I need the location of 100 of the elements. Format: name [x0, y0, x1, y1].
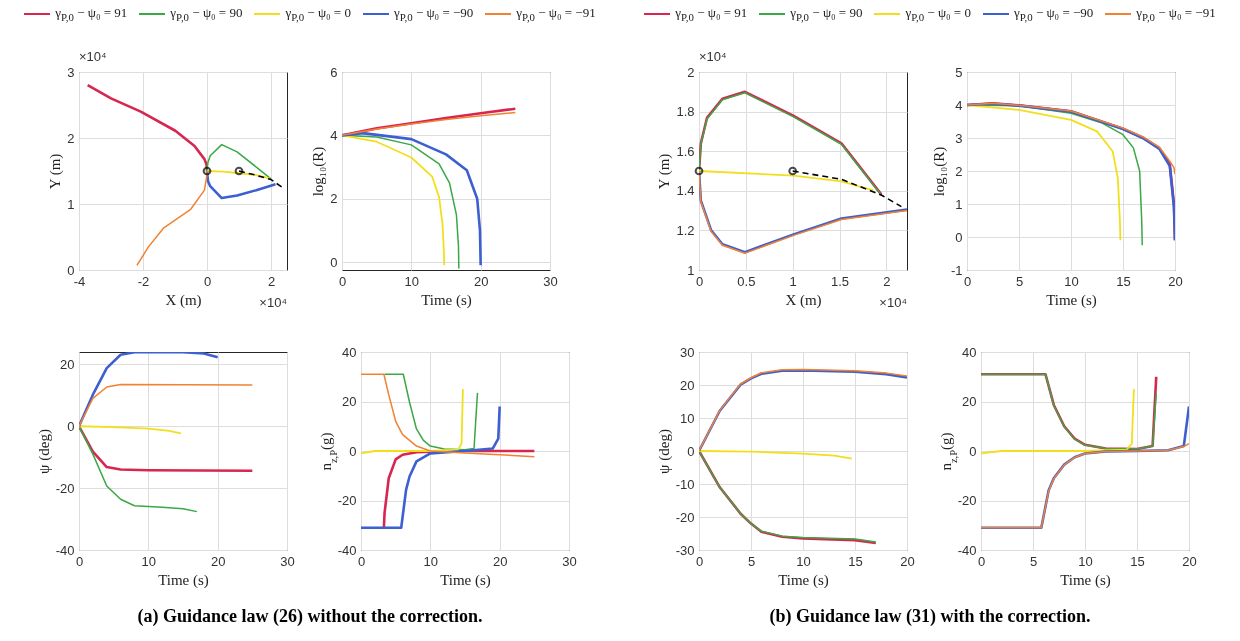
y-tick-label: 2 — [955, 163, 963, 179]
x-tick-label: 30 — [280, 553, 295, 569]
y-tick-label: -20 — [957, 493, 977, 508]
legend-label: γ$_{P,0}$ − ψ₀ = 0 — [285, 5, 351, 23]
text: (a) Guidance law (26) without the correction. — [136, 606, 484, 627]
text: ×10⁴ — [699, 49, 727, 64]
y-tick-label: 0 — [349, 443, 357, 459]
y-tick-label: 40 — [962, 344, 977, 360]
legend-label: γ$_{P,0}$ − ψ₀ = −90 — [1013, 5, 1094, 23]
text: ×10⁴ — [259, 295, 287, 310]
text: ×10⁴ — [879, 295, 907, 310]
legend-label: γ$_{P,0}$ − ψ₀ = 90 — [790, 5, 863, 23]
y-tick-label: 20 — [342, 394, 357, 409]
y-tick-label: -1 — [950, 262, 963, 278]
x-tick-label: 30 — [543, 273, 558, 289]
y-tick-label: 0 — [67, 262, 75, 278]
x-tick-label: 20 — [473, 273, 489, 289]
y-tick-label: 1.4 — [676, 183, 695, 199]
y-tick-label: 10 — [680, 410, 695, 426]
x-axis-title: X (m) — [165, 291, 202, 309]
legend-label: γ$_{P,0}$ − ψ₀ = 91 — [675, 5, 748, 23]
legend-label: γ$_{P,0}$ − ψ₀ = 91 — [55, 5, 128, 23]
x-axis-title: X (m) — [785, 291, 822, 309]
y-tick-label: -20 — [337, 493, 357, 508]
x-axis-title: Time (s) — [1046, 291, 1097, 309]
x-tick-label: 2 — [267, 273, 276, 289]
legend-label: γ$_{P,0}$ − ψ₀ = 0 — [905, 5, 971, 23]
y-tick-label: 2 — [330, 191, 338, 207]
y-tick-label: 3 — [955, 130, 963, 146]
x-tick-label: 1 — [789, 273, 797, 289]
y-tick-label: -20 — [55, 480, 75, 496]
y-tick-label: 4 — [330, 127, 338, 143]
text: (b) Guidance law (31) with the correction. — [768, 606, 1092, 627]
x-tick-label: 30 — [562, 553, 577, 569]
y-axis-title: Y (m) — [656, 153, 674, 190]
x-tick-label: 20 — [1182, 553, 1197, 569]
x-tick-label: 20 — [1168, 273, 1183, 289]
y-axis-title: Y (m) — [47, 153, 65, 190]
y-tick-label: 20 — [680, 377, 695, 393]
x-axis-title: Time (s) — [158, 571, 209, 589]
y-tick-label: -10 — [675, 476, 695, 492]
y-tick-label: 30 — [680, 344, 695, 360]
x-tick-label: 15 — [1116, 273, 1131, 289]
y-tick-label: 3 — [67, 64, 75, 80]
x-tick-label: 1.5 — [831, 273, 850, 289]
x-tick-label: 0 — [203, 273, 212, 289]
x-tick-label: 10 — [404, 273, 420, 289]
x-tick-label: -2 — [137, 273, 150, 289]
y-tick-label: 4 — [955, 97, 963, 113]
y-tick-label: 0 — [67, 418, 75, 434]
x-tick-label: 10 — [1078, 553, 1093, 569]
x-tick-label: 10 — [141, 553, 157, 569]
y-tick-label: 20 — [60, 356, 75, 372]
x-tick-label: 2 — [883, 273, 891, 289]
x-axis-title: Time (s) — [1060, 571, 1111, 589]
x-tick-label: 15 — [1130, 553, 1145, 569]
y-axis-title: log₁₀(R) — [930, 146, 948, 197]
x-tick-label: 5 — [747, 553, 756, 569]
x-tick-label: -4 — [73, 273, 86, 289]
y-tick-label: 1 — [687, 262, 695, 278]
legend-label: γ$_{P,0}$ − ψ₀ = −90 — [393, 5, 474, 23]
x-tick-label: 15 — [848, 553, 863, 569]
x-tick-label: 20 — [492, 553, 508, 569]
text: ×10⁴ — [79, 49, 107, 64]
y-axis-title: log₁₀(R) — [310, 146, 328, 197]
y-tick-label: 0 — [955, 229, 963, 245]
y-tick-label: 1 — [67, 196, 75, 212]
y-tick-label: 40 — [342, 344, 357, 360]
x-axis-title: Time (s) — [778, 571, 829, 589]
y-tick-label: 0 — [330, 254, 338, 270]
y-tick-label: 5 — [955, 64, 963, 80]
y-tick-label: 20 — [962, 394, 977, 409]
y-axis-title: ψ (deg) — [655, 429, 673, 474]
y-tick-label: 2 — [687, 64, 695, 80]
x-tick-label: 10 — [1064, 273, 1079, 289]
x-tick-label: 10 — [796, 553, 811, 569]
y-tick-label: -30 — [675, 542, 695, 558]
x-tick-label: 0.5 — [737, 273, 756, 289]
x-tick-label: 20 — [900, 553, 915, 569]
y-tick-label: 0 — [687, 443, 695, 459]
y-tick-label: -40 — [55, 542, 75, 558]
x-axis-title: Time (s) — [421, 291, 472, 309]
y-tick-label: 1.2 — [676, 222, 695, 238]
y-tick-label: 1.6 — [676, 143, 695, 159]
legend-label: γ$_{P,0}$ − ψ₀ = −91 — [516, 5, 596, 23]
x-tick-label: 20 — [210, 553, 226, 569]
x-tick-label: 5 — [1015, 273, 1024, 289]
legend-label: γ$_{P,0}$ − ψ₀ = −91 — [1136, 5, 1216, 23]
y-tick-label: 1.8 — [676, 104, 695, 120]
y-tick-label: -20 — [675, 509, 695, 525]
y-axis-title: ψ (deg) — [35, 429, 53, 474]
y-tick-label: 0 — [969, 443, 977, 459]
y-tick-label: -40 — [957, 542, 977, 558]
legend-label: γ$_{P,0}$ − ψ₀ = 90 — [170, 5, 243, 23]
x-axis-title: Time (s) — [440, 571, 491, 589]
y-tick-label: 1 — [955, 196, 963, 212]
y-tick-label: -40 — [337, 542, 357, 558]
x-tick-label: 5 — [1029, 553, 1038, 569]
x-tick-label: 10 — [423, 553, 439, 569]
y-tick-label: 2 — [67, 130, 75, 146]
